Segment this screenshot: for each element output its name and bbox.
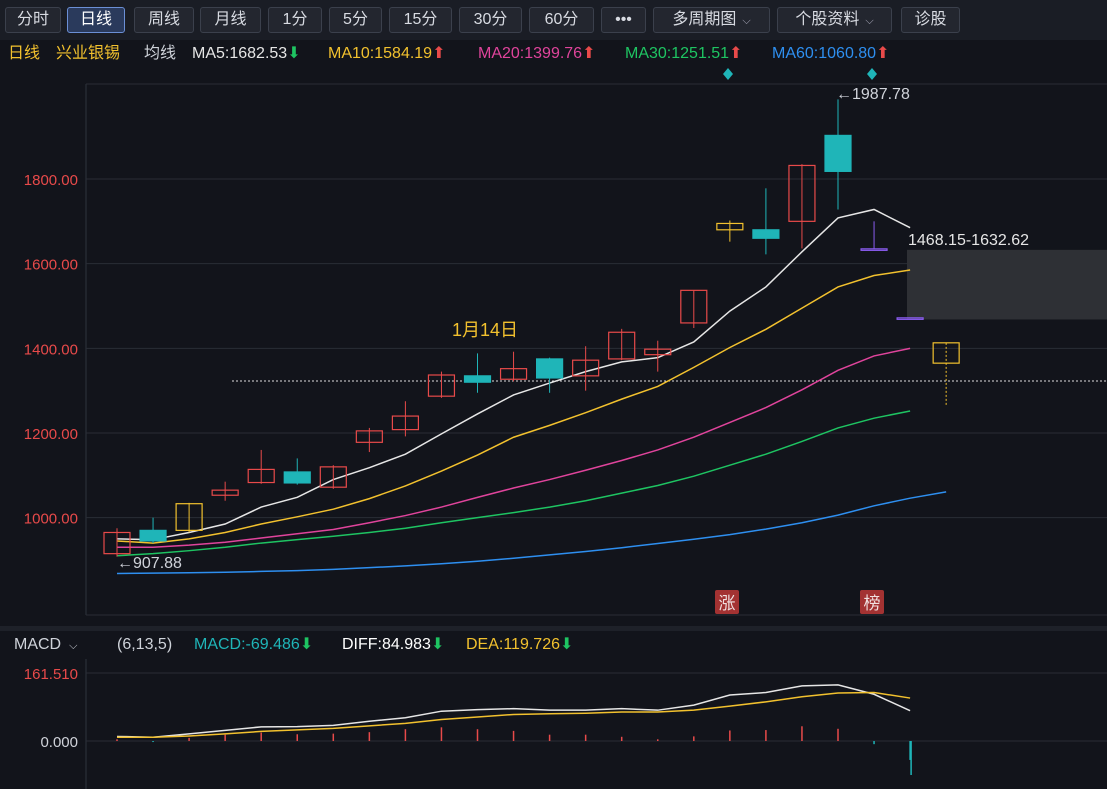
toolbar-button-7[interactable]: 30分	[459, 7, 522, 33]
badge-label: 榜	[864, 594, 881, 613]
candle-body	[175, 503, 203, 531]
macd-info-bar: MACD ⌵ (6,13,5) MACD:-69.486⬇ DIFF:84.983…	[0, 631, 1107, 659]
candle-body	[932, 342, 960, 364]
badge-bg	[715, 590, 739, 614]
candle-body	[572, 359, 600, 377]
macd-zero-tick: 0.000	[40, 734, 78, 751]
toolbar-button-label: 个股资料	[795, 11, 860, 28]
toolbar-button-12[interactable]: 诊股	[901, 7, 960, 33]
toolbar-button-label: 诊股	[914, 11, 947, 28]
toolbar-button-10[interactable]: 多周期图 ⌵	[653, 7, 770, 33]
period-label: 日线	[8, 45, 41, 62]
chevron-down-icon: ⌵	[742, 15, 751, 27]
ma-info-bar: 日线 兴业银锡 均线 MA5:1682.53⬇ MA10:1584.19⬆ MA…	[0, 40, 1107, 68]
ma20-value: MA20:1399.76⬆	[478, 45, 596, 62]
y-tick-label: 1400.00	[24, 341, 78, 358]
macd-top-tick: 161.510	[24, 666, 78, 683]
y-tick-label: 1800.00	[24, 172, 78, 189]
high-price-label: ←1987.78	[836, 86, 910, 103]
toolbar-button-8[interactable]: 60分	[529, 7, 594, 33]
toolbar-button-label: 1分	[282, 11, 308, 28]
badge-bg	[860, 590, 884, 614]
toolbar-button-11[interactable]: 个股资料 ⌵	[777, 7, 892, 33]
y-tick-label: 1200.00	[24, 426, 78, 443]
ma60-value: MA60:1060.80⬆	[772, 45, 890, 62]
avg-line-label[interactable]: 均线	[144, 45, 177, 62]
toolbar-button-2[interactable]: 周线	[134, 7, 194, 33]
toolbar-button-label: 5分	[343, 11, 368, 28]
candle-body	[499, 368, 528, 380]
candle-body	[211, 489, 239, 496]
ma10-value: MA10:1584.19⬆	[328, 45, 446, 62]
dea-value: DEA:119.726⬇	[466, 636, 574, 653]
diamond-marker	[723, 68, 733, 80]
ma-line-ma10	[116, 269, 911, 544]
toolbar-button-label: 多周期图	[672, 11, 737, 28]
candle-body	[463, 375, 492, 383]
toolbar-button-label: 周线	[147, 11, 180, 28]
macd-params: (6,13,5)	[117, 636, 173, 653]
toolbar-button-4[interactable]: 1分	[268, 7, 322, 33]
low-price-label: ←907.88	[117, 555, 182, 572]
y-tick-label: 1000.00	[24, 511, 78, 528]
stock-name[interactable]: 兴业银锡	[56, 45, 121, 62]
candle-body	[247, 468, 275, 484]
toolbar-button-label: 30分	[473, 11, 508, 28]
toolbar-button-1[interactable]: 日线	[67, 7, 125, 33]
diamond-marker	[867, 68, 877, 80]
macd-diff-line	[116, 684, 911, 738]
ma5-value: MA5:1682.53⬇	[192, 45, 301, 62]
macd-title[interactable]: MACD ⌵	[14, 636, 78, 653]
candle-body	[752, 229, 780, 239]
candle-body	[139, 529, 167, 542]
candle-body	[319, 466, 347, 488]
toolbar-button-0[interactable]: 分时	[5, 7, 61, 33]
toolbar-button-3[interactable]: 月线	[200, 7, 261, 33]
toolbar-button-label: •••	[615, 11, 632, 28]
badge-label: 涨	[719, 594, 736, 613]
toolbar-button-label: 日线	[79, 11, 112, 28]
candle-body	[391, 415, 419, 431]
candle-body	[860, 248, 888, 251]
period-toolbar: 分时 日线 周线 月线 1分 5分 15分 30分 60分 ••• 多周期图 ⌵ 个股资料 ⌵ 诊股	[0, 0, 1107, 40]
ma-line-ma30	[116, 410, 911, 557]
toolbar-button-6[interactable]: 15分	[389, 7, 452, 33]
candle-body	[427, 374, 456, 397]
toolbar-button-label: 60分	[544, 11, 579, 28]
candle-body	[824, 134, 852, 172]
candle-body	[608, 331, 636, 360]
chevron-down-icon: ⌵	[865, 15, 874, 27]
macd-dea-line	[117, 691, 911, 738]
ma30-value: MA30:1251.51⬆	[625, 45, 743, 62]
toolbar-button-9[interactable]: •••	[601, 7, 646, 33]
candle-body	[716, 222, 744, 231]
candle-body	[283, 471, 311, 484]
toolbar-button-label: 月线	[214, 11, 247, 28]
candle-body	[103, 531, 131, 555]
ma-line-ma20	[117, 347, 911, 549]
candle-body	[788, 164, 816, 222]
ma-line-ma5	[116, 208, 911, 541]
range-label: 1468.15-1632.62	[908, 232, 1029, 249]
ma-line-ma60	[116, 491, 947, 575]
diff-value: DIFF:84.983⬇	[342, 636, 445, 653]
toolbar-button-label: 15分	[403, 11, 438, 28]
candle-body	[644, 348, 672, 356]
y-tick-label: 1600.00	[24, 257, 78, 274]
toolbar-button-5[interactable]: 5分	[329, 7, 382, 33]
candle-body	[896, 317, 924, 320]
candle-body	[535, 358, 564, 379]
toolbar-button-label: 分时	[16, 11, 49, 28]
candle-body	[355, 430, 383, 443]
candle-body	[680, 289, 708, 324]
date-annotation: 1月14日	[452, 320, 518, 340]
price-range-box	[907, 249, 1107, 320]
macd-value: MACD:-69.486⬇	[194, 636, 314, 653]
